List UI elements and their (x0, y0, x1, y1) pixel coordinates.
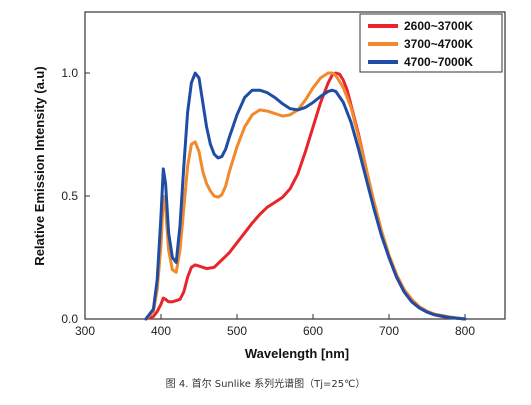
series-line-3 (144, 71, 467, 321)
legend-label: 2600~3700K (404, 19, 473, 33)
legend-label: 3700~4700K (404, 37, 473, 51)
x-tick-label: 700 (379, 324, 399, 338)
x-tick-label: 300 (75, 324, 95, 338)
legend: 2600~3700K 3700~4700K 4700~7000K (359, 13, 503, 73)
y-tick-label: 1.0 (61, 66, 78, 80)
x-tick-label: 800 (455, 324, 475, 338)
y-axis-title: Relative Emission Intensity (a.u) (32, 66, 47, 265)
x-tick-label: 600 (303, 324, 323, 338)
y-tick-label: 0.0 (61, 312, 78, 326)
legend-label: 4700~7000K (404, 55, 473, 69)
series-layer (144, 71, 467, 321)
axis-ticks: 300 400 500 600 700 800 0.0 0.5 1.0 (61, 66, 475, 338)
x-tick-label: 400 (151, 324, 171, 338)
figure-caption: 图 4. 首尔 Sunlike 系列光谱图（Tj=25℃） (165, 379, 366, 390)
y-tick-label: 0.5 (61, 189, 78, 203)
x-tick-label: 500 (227, 324, 247, 338)
x-axis-title: Wavelength [nm] (245, 346, 349, 361)
